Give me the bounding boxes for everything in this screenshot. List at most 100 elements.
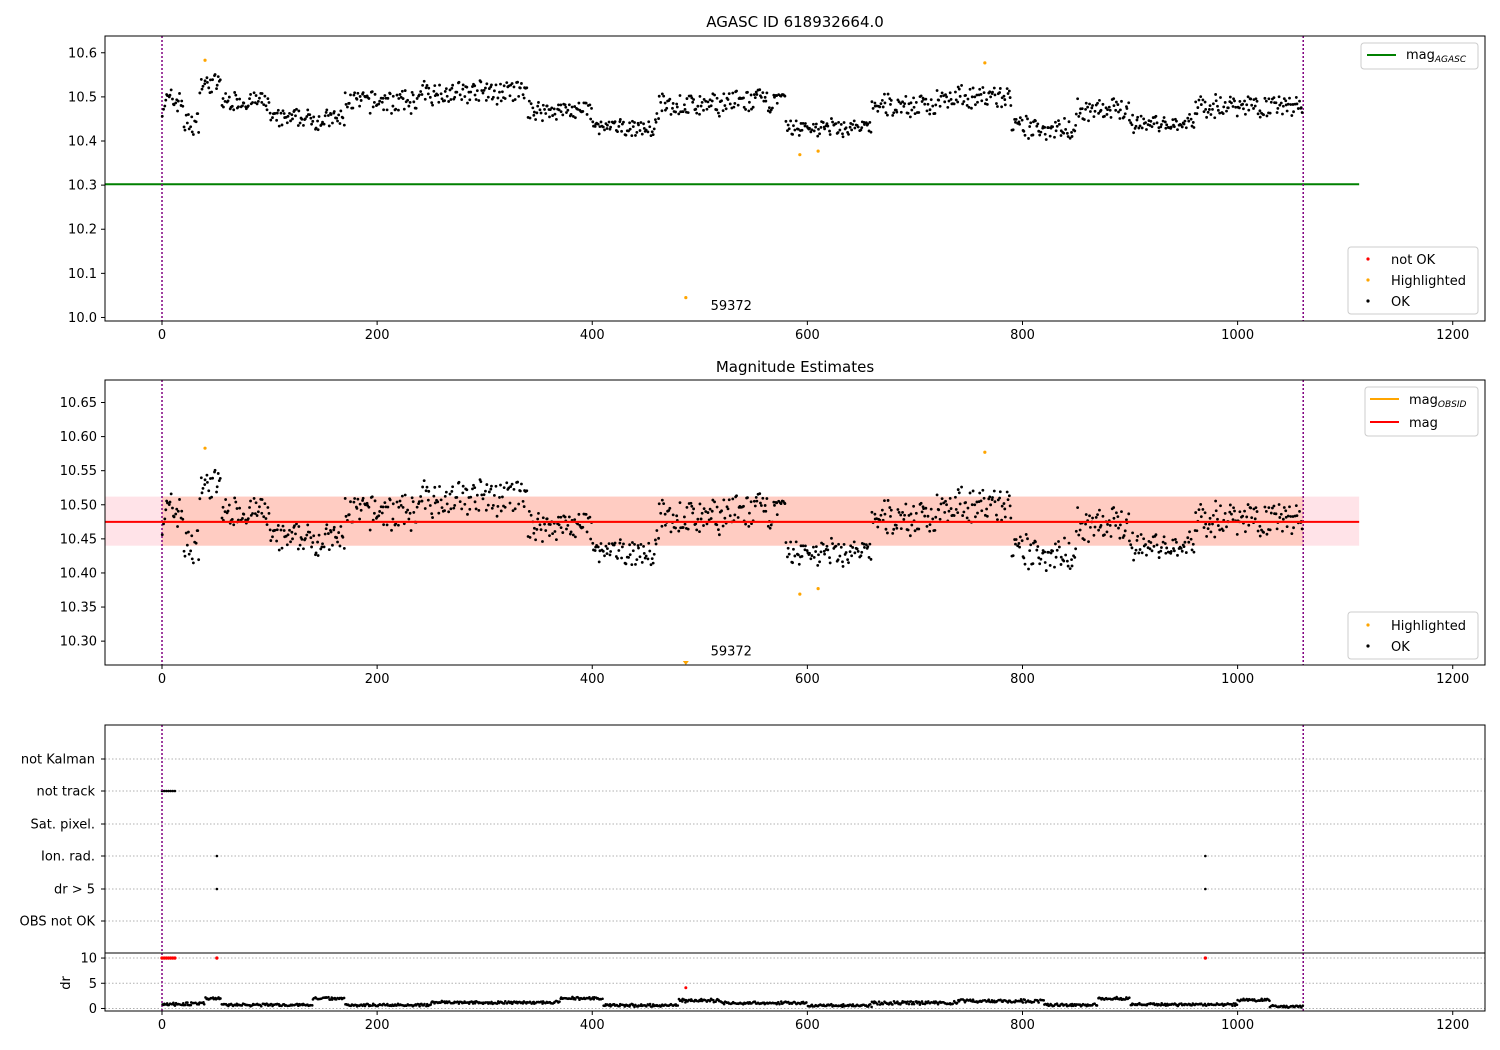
- panel2-ytick-label-0: 10.30: [60, 635, 97, 650]
- ok-point: [1161, 119, 1165, 123]
- dr-point: [1300, 1006, 1303, 1009]
- ok-point: [1296, 107, 1300, 110]
- ok-point: [648, 125, 652, 129]
- dr-point: [1205, 1004, 1208, 1007]
- ok-point: [303, 537, 307, 540]
- ok-point: [669, 112, 673, 116]
- ok-point: [553, 530, 557, 533]
- ok-point: [1155, 543, 1159, 547]
- ok-point: [1172, 125, 1176, 129]
- ok-point: [466, 101, 469, 105]
- ok-point: [722, 498, 726, 502]
- ok-point: [989, 95, 993, 99]
- ok-point: [1281, 112, 1284, 116]
- ok-point: [316, 554, 320, 557]
- ok-point: [568, 532, 572, 536]
- ok-point: [1284, 515, 1288, 519]
- ok-point: [1268, 528, 1272, 532]
- ok-point: [329, 530, 333, 534]
- ok-point: [613, 541, 617, 545]
- ok-point: [403, 89, 407, 92]
- ok-point: [990, 498, 994, 502]
- ok-point: [1221, 112, 1225, 116]
- ok-point: [940, 497, 944, 501]
- ok-point: [323, 532, 327, 536]
- ok-point: [660, 498, 664, 502]
- ok-point: [439, 498, 443, 502]
- ok-point: [1195, 529, 1199, 533]
- dr-point: [1018, 999, 1022, 1003]
- ok-point: [463, 502, 467, 506]
- ok-point: [512, 85, 516, 89]
- ok-point: [760, 95, 763, 99]
- ok-point: [1034, 540, 1037, 544]
- ok-point: [453, 504, 457, 507]
- ok-point: [1265, 532, 1269, 536]
- ok-point: [1274, 512, 1278, 516]
- dr-point: [1301, 1004, 1305, 1007]
- ok-point: [368, 528, 372, 532]
- ok-point: [685, 97, 689, 100]
- ok-point: [367, 505, 371, 509]
- dr-point: [588, 995, 591, 999]
- ok-point: [256, 99, 260, 103]
- ok-point: [1007, 494, 1011, 498]
- ok-point: [1065, 131, 1069, 135]
- ok-point: [593, 125, 597, 128]
- ok-point: [273, 111, 277, 115]
- ok-point: [1288, 505, 1291, 509]
- ok-point: [721, 524, 725, 528]
- ok-point: [1201, 507, 1205, 511]
- ok-point: [867, 556, 871, 559]
- ok-point: [1195, 112, 1199, 116]
- ok-point: [651, 133, 655, 137]
- ok-point: [1150, 125, 1154, 129]
- ok-point: [1182, 545, 1186, 549]
- ok-point: [726, 507, 730, 511]
- ok-point: [331, 121, 334, 125]
- ok-point: [339, 109, 343, 113]
- ok-point: [534, 118, 538, 121]
- ok-point: [1027, 137, 1030, 140]
- ok-point: [1057, 540, 1060, 543]
- ok-point: [723, 104, 727, 107]
- panel1-xtick-label-2: 400: [580, 328, 605, 343]
- ok-point: [437, 100, 441, 104]
- ok-point: [557, 108, 561, 112]
- ok-point: [300, 537, 304, 541]
- ok-point: [510, 482, 514, 486]
- ok-point: [532, 110, 536, 114]
- ok-point: [944, 93, 947, 97]
- ok-point: [510, 82, 514, 85]
- ok-point: [1148, 547, 1152, 551]
- panel2-ok-points: [160, 468, 1304, 572]
- ok-point: [853, 551, 857, 555]
- ok-point: [789, 540, 793, 544]
- ok-point: [479, 480, 483, 484]
- ok-point: [1211, 522, 1214, 526]
- ok-point: [1000, 96, 1004, 100]
- ok-point: [390, 528, 393, 532]
- ok-point: [567, 515, 571, 519]
- panel1-xtick-label-3: 600: [795, 328, 820, 343]
- ok-point: [408, 511, 412, 515]
- ok-point: [801, 122, 805, 125]
- ok-point: [866, 122, 870, 126]
- ok-point: [722, 92, 726, 96]
- ok-point: [1140, 126, 1144, 130]
- dr-point: [955, 1001, 959, 1005]
- ok-point: [1182, 122, 1186, 126]
- ok-point: [704, 99, 708, 103]
- ok-point: [569, 113, 573, 116]
- panel1-axes-frame: [104, 35, 1486, 322]
- ok-point: [449, 507, 453, 511]
- ok-point: [702, 108, 705, 112]
- ok-point: [944, 499, 947, 503]
- ok-point: [1214, 93, 1218, 96]
- ok-point: [1076, 97, 1080, 101]
- magnitude-estimates-panel: Magnitude Estimates 0 200 400 600 800 1000 120…: [60, 358, 1486, 687]
- dr-point: [490, 1000, 493, 1004]
- dr-point: [876, 1003, 879, 1006]
- ok-point: [1016, 544, 1020, 548]
- ok-point: [309, 116, 313, 120]
